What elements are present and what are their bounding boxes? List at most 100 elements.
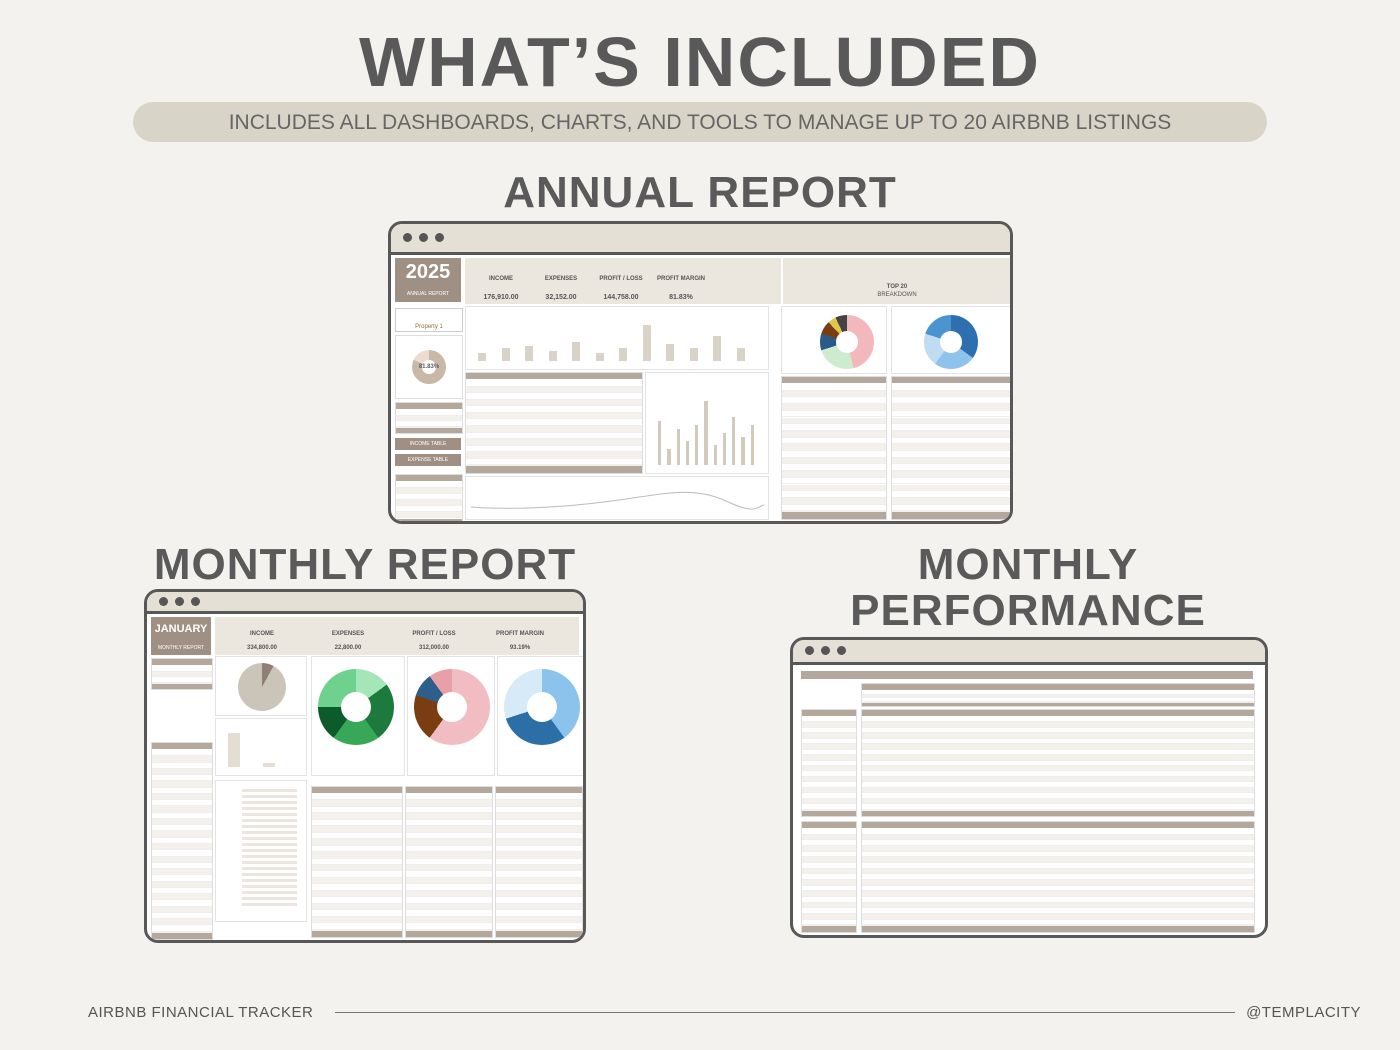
table-header xyxy=(862,710,1254,716)
table-row xyxy=(312,813,402,820)
hbar xyxy=(242,885,297,888)
table-row xyxy=(466,452,642,459)
donut-panel xyxy=(311,656,405,776)
table-row xyxy=(892,471,1010,478)
table-row xyxy=(802,804,856,810)
table-row xyxy=(152,768,212,776)
chart-bar xyxy=(732,417,736,465)
kpi-label: PROFIT / LOSS xyxy=(412,631,456,637)
footer-right: @TEMPLACITY xyxy=(1246,1004,1361,1021)
table-row xyxy=(496,858,582,865)
window-dot xyxy=(191,596,200,606)
expense-breakdown xyxy=(861,821,1255,933)
table-row xyxy=(406,858,492,865)
table-row xyxy=(496,813,582,820)
chart-bar xyxy=(704,401,708,465)
chart-bar xyxy=(713,445,717,465)
table-total xyxy=(862,810,1254,816)
table-header xyxy=(892,377,1010,383)
margin-value: 81.83% xyxy=(418,364,440,370)
table-row xyxy=(802,897,856,903)
chart-bar xyxy=(263,763,276,767)
table-row xyxy=(406,826,492,833)
table-row xyxy=(782,404,886,411)
table-row xyxy=(152,756,212,763)
table-header xyxy=(782,377,886,383)
year-box: 2025 ANNUAL REPORT xyxy=(395,258,461,302)
table-row xyxy=(406,910,492,917)
hbar xyxy=(242,819,297,822)
table-row xyxy=(802,766,856,772)
table-row xyxy=(892,390,1010,398)
table-row xyxy=(312,916,402,924)
table-row xyxy=(312,819,402,827)
table-row xyxy=(802,851,856,858)
table-row xyxy=(312,806,402,814)
table-row xyxy=(862,760,1254,766)
table-row xyxy=(782,437,886,445)
table-row xyxy=(466,412,642,420)
hbar-chart xyxy=(215,780,307,922)
table-row xyxy=(152,806,212,813)
chart-bar xyxy=(619,348,628,361)
table-row xyxy=(396,488,462,494)
table-row xyxy=(312,858,402,865)
table-total xyxy=(396,427,462,433)
table-row xyxy=(802,880,856,886)
table-total xyxy=(406,930,492,937)
table-row xyxy=(396,494,462,500)
table-header xyxy=(802,822,856,828)
table-row xyxy=(802,717,856,723)
hbar xyxy=(242,897,297,900)
year: 2025 xyxy=(405,261,451,283)
table-row xyxy=(152,850,212,857)
table-row xyxy=(466,380,642,387)
table-row xyxy=(892,457,1010,465)
table-row xyxy=(782,504,886,512)
table-row xyxy=(782,471,886,478)
table-row xyxy=(152,775,212,782)
table-row xyxy=(802,885,856,892)
table-total xyxy=(152,932,212,939)
table-row xyxy=(802,846,856,852)
window-dot xyxy=(821,646,830,655)
month: JANUARY xyxy=(154,623,208,635)
income-summary xyxy=(801,709,857,817)
table-header xyxy=(802,710,856,716)
hbar xyxy=(242,837,297,840)
table-row xyxy=(862,766,1254,772)
table-header xyxy=(496,787,582,793)
table-row xyxy=(312,832,402,840)
chart-bar xyxy=(741,437,745,465)
table-header xyxy=(466,373,642,379)
top20: TOP 20 xyxy=(886,284,908,290)
table-row xyxy=(396,500,462,506)
table-row xyxy=(466,399,642,407)
table-row xyxy=(406,916,492,924)
table-header xyxy=(406,787,492,793)
table-row xyxy=(862,829,1254,835)
table-total xyxy=(496,930,582,937)
pie xyxy=(238,663,286,711)
table-row xyxy=(496,890,582,898)
table-row xyxy=(892,384,1010,391)
pie-hole xyxy=(526,691,558,723)
table-row xyxy=(862,782,1254,788)
annual-window: 2025 ANNUAL REPORT Property 1 81.83% INCOME … xyxy=(388,221,1013,524)
pie-panel xyxy=(215,656,307,716)
chart-bar xyxy=(228,732,241,767)
chart-bar xyxy=(695,425,699,465)
table-total xyxy=(152,683,212,689)
sheet-header xyxy=(801,671,1253,679)
table-row xyxy=(406,819,492,827)
table-row xyxy=(312,839,402,846)
pie-hole xyxy=(836,331,858,353)
kpi-label: PROFIT MARGIN xyxy=(496,631,544,637)
table-row xyxy=(802,793,856,799)
table-row xyxy=(466,386,642,394)
table-row xyxy=(496,800,582,807)
chart-bar xyxy=(595,352,604,361)
income-table xyxy=(781,376,887,520)
table-total xyxy=(862,926,1254,932)
table-row xyxy=(406,832,492,840)
